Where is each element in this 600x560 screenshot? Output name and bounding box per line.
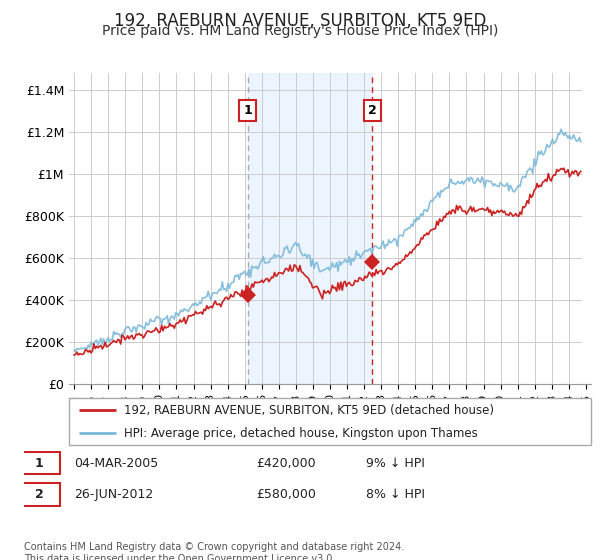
FancyBboxPatch shape — [19, 483, 60, 506]
Bar — [248, 73, 373, 384]
Text: 26-JUN-2012: 26-JUN-2012 — [74, 488, 153, 501]
Text: 04-MAR-2005: 04-MAR-2005 — [74, 456, 158, 470]
Text: £580,000: £580,000 — [256, 488, 316, 501]
Text: Price paid vs. HM Land Registry's House Price Index (HPI): Price paid vs. HM Land Registry's House … — [102, 24, 498, 38]
FancyBboxPatch shape — [69, 398, 591, 445]
Text: 2: 2 — [35, 488, 44, 501]
Text: 8% ↓ HPI: 8% ↓ HPI — [366, 488, 425, 501]
Text: 192, RAEBURN AVENUE, SURBITON, KT5 9ED: 192, RAEBURN AVENUE, SURBITON, KT5 9ED — [114, 12, 486, 30]
Text: 1: 1 — [35, 456, 44, 470]
FancyBboxPatch shape — [19, 452, 60, 474]
Text: Contains HM Land Registry data © Crown copyright and database right 2024.
This d: Contains HM Land Registry data © Crown c… — [24, 542, 404, 560]
Text: HPI: Average price, detached house, Kingston upon Thames: HPI: Average price, detached house, King… — [124, 427, 478, 440]
Text: £420,000: £420,000 — [256, 456, 316, 470]
Text: 192, RAEBURN AVENUE, SURBITON, KT5 9ED (detached house): 192, RAEBURN AVENUE, SURBITON, KT5 9ED (… — [124, 404, 494, 417]
Bar — [581, 73, 591, 384]
Text: 1: 1 — [243, 104, 252, 117]
Text: 2: 2 — [368, 104, 377, 117]
Text: 9% ↓ HPI: 9% ↓ HPI — [366, 456, 425, 470]
